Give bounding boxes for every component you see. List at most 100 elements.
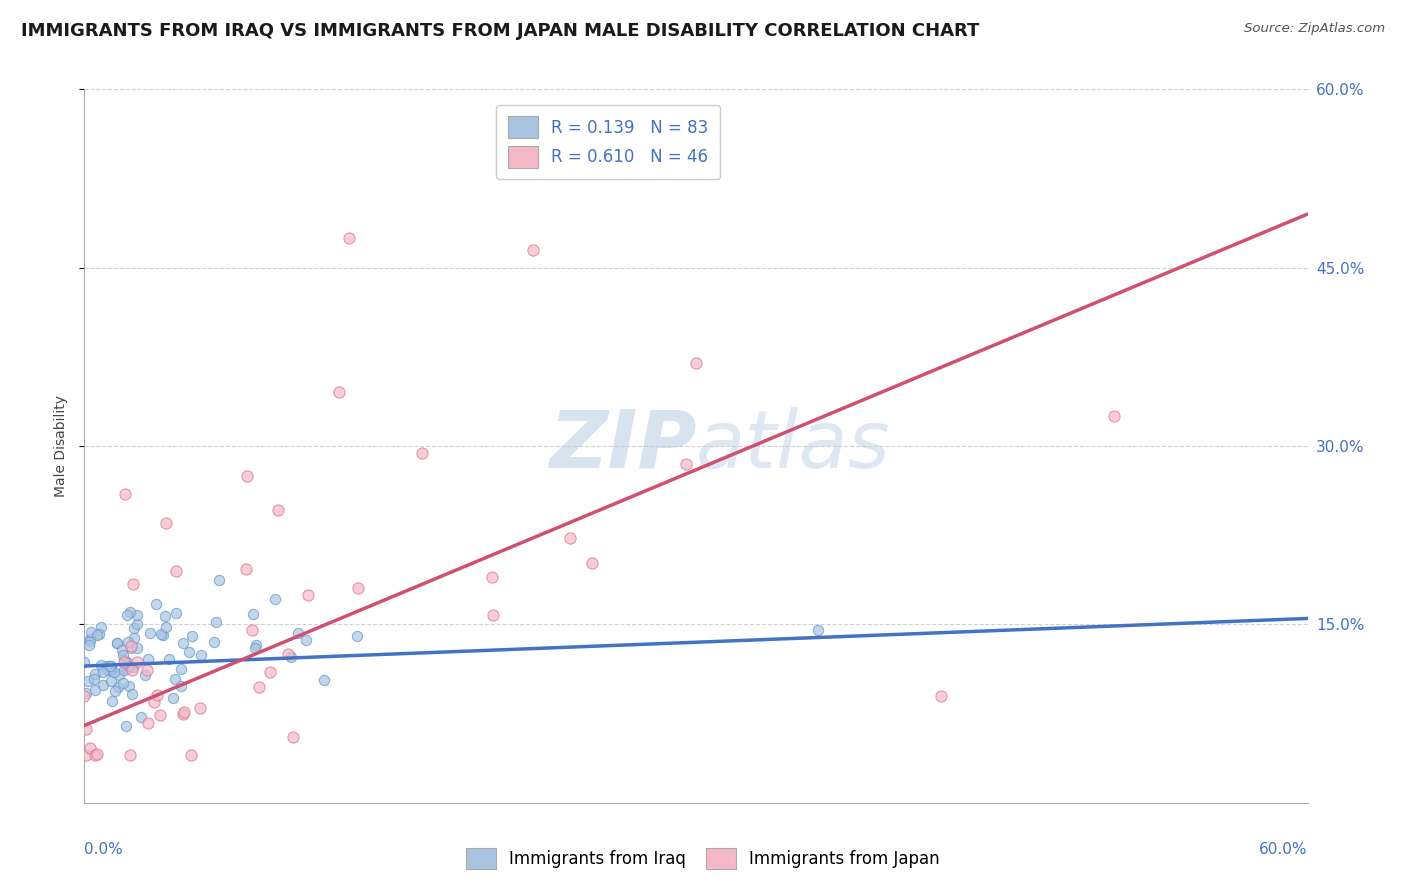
- Point: [96, 658, 118, 673]
- Point: [107, 680, 129, 694]
- Point: [346, 581, 368, 595]
- Point: [86, 628, 108, 642]
- Point: [581, 556, 603, 570]
- Point: [283, 730, 305, 744]
- Point: [139, 626, 162, 640]
- Point: [170, 679, 193, 693]
- Point: [84, 748, 107, 763]
- Point: [114, 486, 136, 500]
- Point: [190, 648, 212, 662]
- Point: [165, 606, 187, 620]
- Point: [86, 747, 108, 761]
- Point: [79, 741, 101, 756]
- Point: [208, 574, 231, 588]
- Legend: R = 0.139   N = 83, R = 0.610   N = 46: R = 0.139 N = 83, R = 0.610 N = 46: [496, 104, 720, 179]
- Point: [202, 634, 225, 648]
- Point: [145, 597, 167, 611]
- Point: [172, 706, 194, 721]
- Point: [122, 632, 145, 646]
- Point: [675, 457, 697, 471]
- Point: [77, 674, 100, 689]
- Point: [77, 638, 100, 652]
- Point: [83, 683, 105, 698]
- Point: [96, 663, 118, 677]
- Point: [87, 626, 110, 640]
- Point: [287, 626, 309, 640]
- Point: [118, 659, 141, 673]
- Point: [172, 636, 194, 650]
- Point: [339, 231, 361, 245]
- Point: [100, 673, 122, 688]
- Point: [180, 748, 202, 763]
- Point: [346, 630, 368, 644]
- Point: [127, 607, 149, 622]
- Point: [245, 641, 267, 656]
- Point: [134, 667, 156, 681]
- Point: [155, 620, 177, 634]
- Point: [297, 588, 319, 602]
- Point: [482, 608, 505, 623]
- Point: [149, 627, 172, 641]
- Point: [80, 625, 103, 640]
- Point: [114, 655, 136, 669]
- Point: [90, 658, 112, 673]
- Point: [120, 640, 142, 655]
- Point: [98, 658, 121, 673]
- Point: [204, 615, 226, 629]
- Point: [79, 633, 101, 648]
- Point: [145, 689, 167, 703]
- Legend: Immigrants from Iraq, Immigrants from Japan: Immigrants from Iraq, Immigrants from Ja…: [456, 838, 950, 880]
- Point: [121, 660, 143, 674]
- Point: [240, 623, 263, 637]
- Point: [117, 635, 139, 649]
- Point: [155, 516, 177, 531]
- Point: [163, 672, 186, 686]
- Text: Source: ZipAtlas.com: Source: ZipAtlas.com: [1244, 22, 1385, 36]
- Point: [83, 667, 105, 681]
- Text: 60.0%: 60.0%: [1260, 842, 1308, 857]
- Point: [101, 694, 124, 708]
- Point: [120, 639, 142, 653]
- Point: [107, 667, 129, 681]
- Point: [75, 722, 97, 736]
- Point: [136, 663, 159, 677]
- Point: [75, 686, 97, 700]
- Point: [157, 652, 180, 666]
- Point: [90, 620, 112, 634]
- Point: [79, 632, 101, 646]
- Point: [264, 591, 287, 606]
- Point: [280, 649, 302, 664]
- Point: [138, 716, 160, 731]
- Point: [173, 706, 195, 720]
- Point: [276, 647, 298, 661]
- Point: [685, 356, 707, 370]
- Text: atlas: atlas: [696, 407, 891, 485]
- Point: [522, 243, 544, 257]
- Point: [127, 617, 149, 632]
- Point: [143, 695, 166, 709]
- Point: [112, 653, 135, 667]
- Point: [118, 679, 141, 693]
- Point: [105, 636, 128, 650]
- Point: [114, 718, 136, 732]
- Point: [481, 570, 503, 584]
- Point: [111, 648, 134, 662]
- Point: [190, 701, 212, 715]
- Point: [929, 689, 952, 703]
- Point: [121, 687, 143, 701]
- Point: [170, 662, 193, 676]
- Point: [73, 689, 96, 703]
- Point: [103, 665, 125, 679]
- Point: [111, 676, 134, 690]
- Point: [75, 748, 97, 763]
- Point: [259, 665, 281, 679]
- Point: [558, 531, 581, 545]
- Y-axis label: Male Disability: Male Disability: [55, 395, 69, 497]
- Point: [177, 644, 200, 658]
- Point: [100, 659, 122, 673]
- Point: [236, 468, 259, 483]
- Point: [129, 710, 152, 724]
- Point: [247, 680, 270, 694]
- Point: [83, 673, 105, 687]
- Point: [93, 665, 115, 679]
